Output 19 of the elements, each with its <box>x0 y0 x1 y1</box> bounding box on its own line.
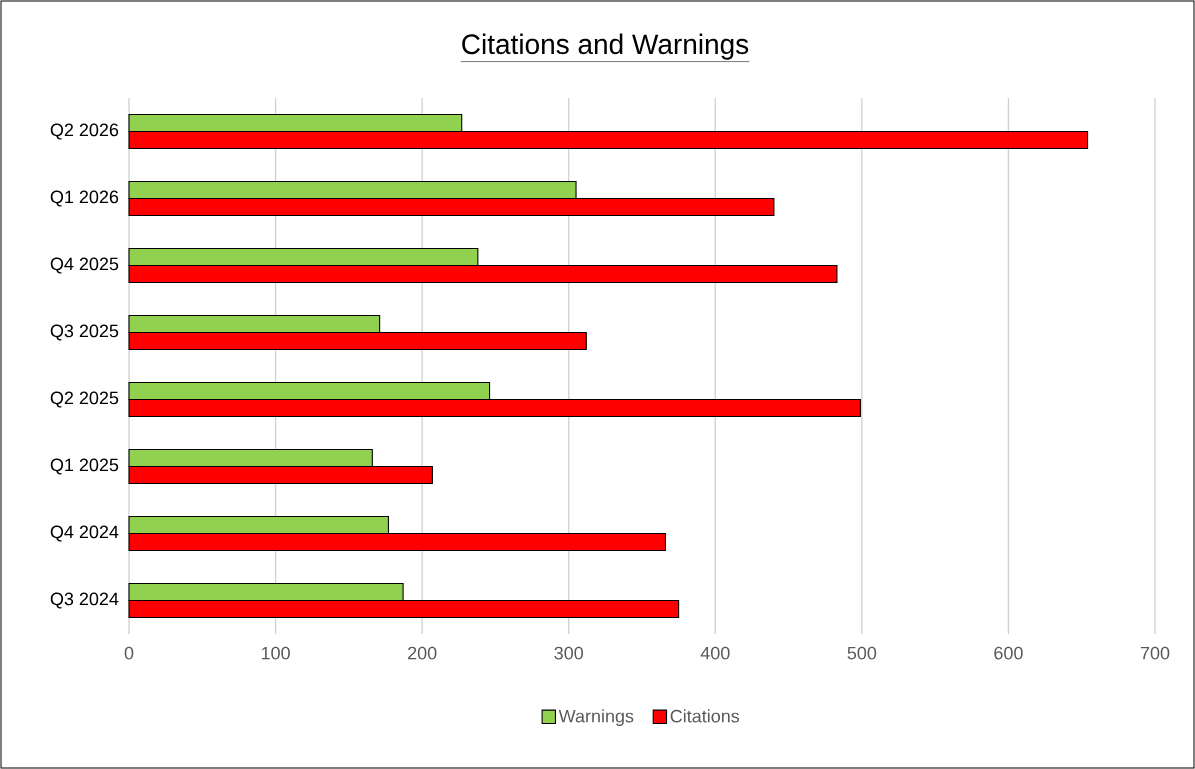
x-tick-label: 300 <box>554 646 584 660</box>
x-tick-label: 100 <box>261 646 290 660</box>
x-tick-label: 500 <box>847 646 877 660</box>
y-tick-label: Q4 2024 <box>50 525 119 542</box>
x-tick-label: 400 <box>700 646 730 660</box>
y-tick-label: Q2 2025 <box>50 391 119 408</box>
y-tick-label: Q3 2024 <box>50 592 119 609</box>
x-tick-label: 0 <box>124 646 134 660</box>
x-tick-label: 200 <box>408 646 437 660</box>
legend-label: Warnings <box>558 709 634 727</box>
legend-label: Citations <box>670 709 740 723</box>
x-tick-label: 700 <box>1140 646 1170 660</box>
x-tick-label: 600 <box>994 646 1023 660</box>
y-tick-label: Q2 2026 <box>50 123 119 140</box>
y-tick-label: Q1 2025 <box>50 458 119 475</box>
y-tick-label: Q4 2025 <box>50 257 119 274</box>
y-tick-label: Q1 2026 <box>50 190 119 207</box>
y-tick-label: Q3 2025 <box>50 324 119 341</box>
chart-title: Citations and Warnings <box>462 33 749 60</box>
